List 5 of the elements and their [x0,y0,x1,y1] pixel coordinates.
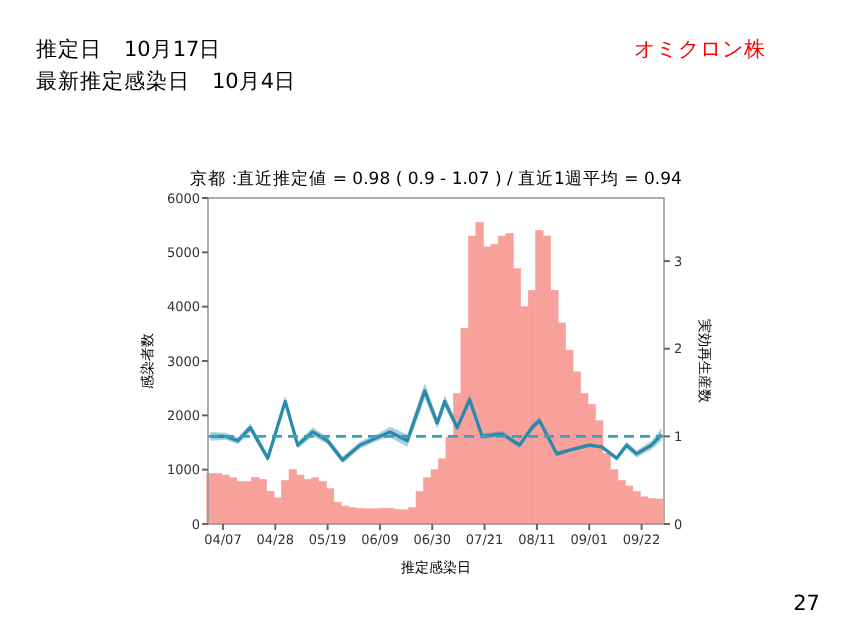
text: 最新推定感染日 10月4日 [36,68,297,94]
text: オミクロン株 [634,36,766,62]
text: 27 [793,592,820,616]
chart-title: 京都 :直近推定値 = 0.98 ( 0.9 - 1.07 ) / 直近1週平均 = 0.94 [190,168,682,190]
text: 推定日 10月17日 [36,36,222,62]
